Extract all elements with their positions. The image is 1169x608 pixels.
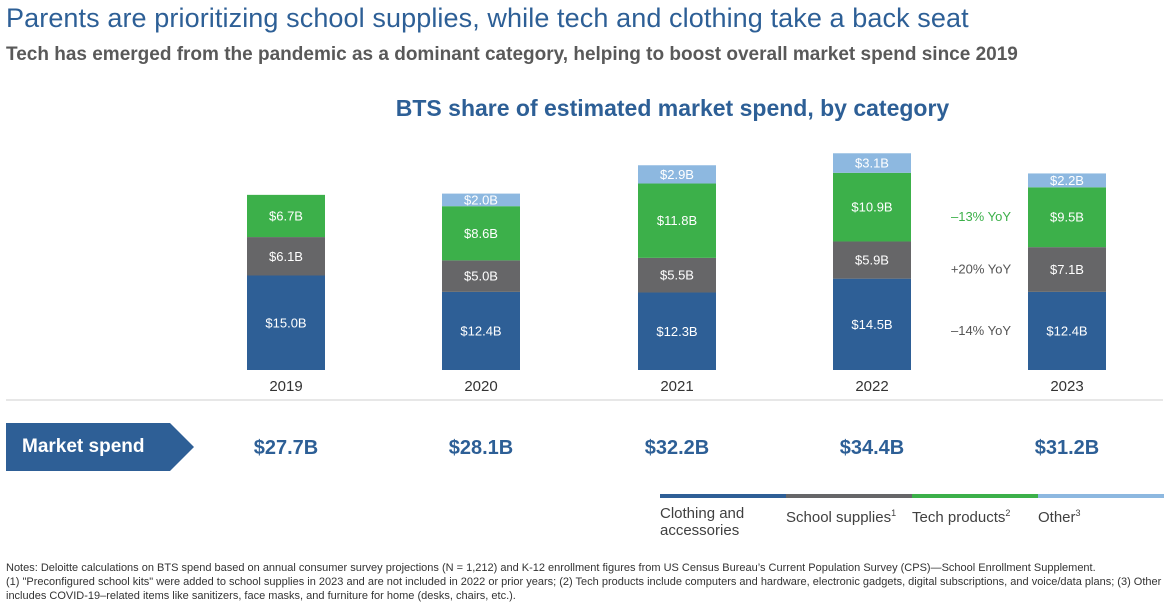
bar-segment-school-supplies-2020 (442, 260, 520, 292)
x-tick-label-2022: 2022 (855, 378, 888, 395)
data-label-other-2023: $2.2B (1050, 173, 1084, 188)
bar-segment-tech-products-2019 (247, 194, 325, 238)
x-tick-label-2020: 2020 (464, 378, 497, 395)
market-spend-total-2022: $34.4B (840, 437, 905, 459)
market-spend-total-2021: $32.2B (645, 437, 710, 459)
market-spend-label: Market spend (22, 436, 145, 457)
market-spend-total-2020: $28.1B (449, 437, 514, 459)
data-label-tech-products-2023: $9.5B (1050, 210, 1084, 225)
data-label-school-supplies-2022: $5.9B (855, 253, 889, 268)
page-title: Parents are prioritizing school supplies… (6, 3, 969, 33)
data-label-tech-products-2020: $8.6B (464, 226, 498, 241)
market-spend-banner (6, 423, 194, 471)
legend-label: Other3 (1038, 508, 1081, 526)
legend-swatch (1038, 494, 1164, 498)
legend-swatch (786, 494, 912, 498)
bar-segment-school-supplies-2023 (1028, 247, 1106, 292)
page-subtitle: Tech has emerged from the pandemic as a … (6, 44, 1018, 65)
year-labels-group: 2019 2020 2021 2022 2023 (269, 378, 1083, 395)
legend-item-tech-products: Tech products2 (912, 494, 1038, 526)
bar-segment-school-supplies-2021 (638, 257, 716, 293)
data-label-tech-products-2022: $10.9B (851, 200, 892, 215)
legend-label: School supplies1 (786, 508, 897, 526)
data-label-clothing-and-accessories-2019: $15.0B (265, 315, 306, 330)
bar-segment-other-2022 (833, 153, 911, 173)
legend-item-clothing-and-accessories: Clothing and accessories (660, 494, 786, 539)
footnotes: Notes: Deloitte calculations on BTS spen… (6, 561, 1166, 603)
legend-swatch (912, 494, 1038, 498)
data-label-clothing-and-accessories-2022: $14.5B (851, 317, 892, 332)
data-label-other-2022: $3.1B (855, 156, 889, 171)
legend-item-other: Other3 (1038, 494, 1164, 526)
bar-segment-school-supplies-2019 (247, 237, 325, 276)
bar-segment-other-2020 (442, 193, 520, 207)
data-label-tech-products-2021: $11.8B (657, 213, 697, 228)
data-label-clothing-and-accessories-2023: $12.4B (1046, 323, 1087, 338)
footnote-line-2: (1) "Preconfigured school kits" were add… (6, 576, 1162, 602)
yoy-annotations-group: –13% YoY +20% YoY –14% YoY (951, 209, 1012, 338)
bars-group: $15.0B $6.1B $6.7B $12.4B $5.0B $8.6B $2.0B $12… (247, 153, 1106, 370)
data-label-school-supplies-2021: $5.5B (660, 268, 694, 283)
bar-segment-tech-products-2022 (833, 172, 911, 242)
market-spend-totals-group: $27.7B $28.1B $32.2B $34.4B $31.2B (254, 437, 1100, 459)
legend-item-school-supplies: School supplies1 (786, 494, 912, 526)
footnote-marker: 1 (891, 508, 897, 518)
yoy-annotation-school-supplies: +20% YoY (951, 262, 1012, 277)
market-spend-total-2019: $27.7B (254, 437, 319, 459)
x-tick-label-2023: 2023 (1050, 378, 1083, 395)
bar-segment-school-supplies-2022 (833, 241, 911, 279)
footnote-marker: 2 (1005, 508, 1011, 518)
yoy-annotation-tech-products: –13% YoY (951, 209, 1011, 224)
legend-swatch (660, 494, 786, 498)
bar-segment-tech-products-2020 (442, 206, 520, 261)
legend-label: Clothing and accessories (660, 505, 745, 539)
bar-segment-tech-products-2021 (638, 183, 716, 258)
data-label-school-supplies-2019: $6.1B (269, 249, 303, 264)
data-label-clothing-and-accessories-2020: $12.4B (460, 323, 501, 338)
footnote-line-1: Notes: Deloitte calculations on BTS spen… (6, 562, 1096, 574)
market-spend-total-2023: $31.2B (1035, 437, 1100, 459)
data-label-tech-products-2019: $6.7B (269, 208, 303, 223)
bar-segment-other-2023 (1028, 173, 1106, 188)
data-label-clothing-and-accessories-2021: $12.3B (656, 324, 697, 339)
x-tick-label-2021: 2021 (660, 378, 693, 395)
bar-segment-clothing-and-accessories-2020 (442, 291, 520, 370)
legend-label: Tech products2 (912, 508, 1011, 526)
bar-segment-clothing-and-accessories-2021 (638, 292, 716, 370)
bar-segment-clothing-and-accessories-2022 (833, 278, 911, 370)
data-label-school-supplies-2020: $5.0B (464, 269, 498, 284)
data-label-other-2021: $2.9B (660, 167, 694, 182)
yoy-annotation-clothing-and-accessories: –14% YoY (951, 323, 1011, 338)
bar-segment-tech-products-2023 (1028, 187, 1106, 248)
x-tick-label-2019: 2019 (269, 378, 302, 395)
data-label-other-2020: $2.0B (464, 192, 498, 207)
bar-segment-clothing-and-accessories-2023 (1028, 291, 1106, 370)
bar-segment-other-2021 (638, 165, 716, 184)
footnote-marker: 3 (1075, 508, 1081, 518)
bar-segment-clothing-and-accessories-2019 (247, 275, 325, 370)
chart-title: BTS share of estimated market spend, by … (395, 95, 950, 121)
data-label-school-supplies-2023: $7.1B (1050, 262, 1084, 277)
